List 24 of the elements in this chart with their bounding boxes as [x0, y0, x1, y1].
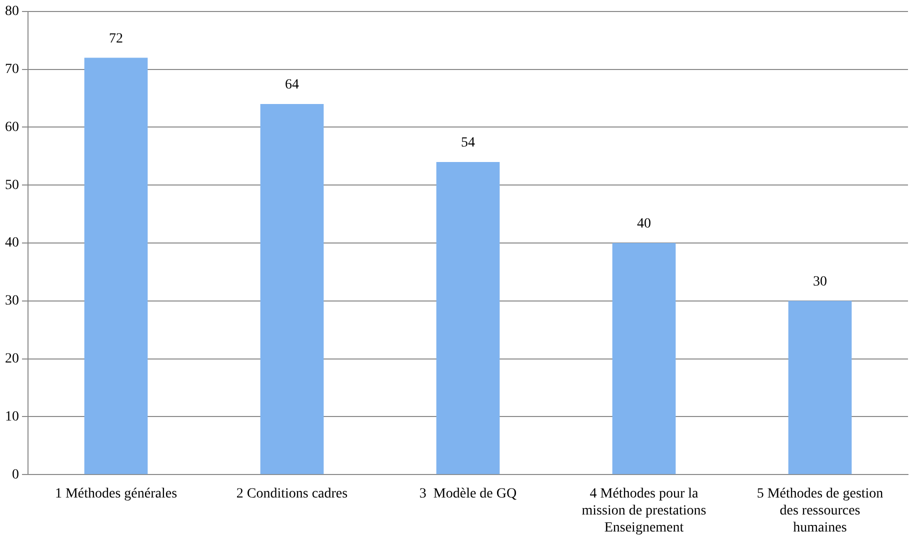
- x-tick-label: 5 Méthodes de gestion des ressources humaines: [756, 486, 884, 536]
- y-tick-label: 40: [5, 236, 19, 251]
- y-tick-label: 20: [5, 351, 19, 366]
- y-tick-label: 60: [5, 120, 19, 135]
- x-tick-label: 3 Modèle de GQ: [419, 486, 517, 502]
- y-tick-label: 0: [12, 467, 19, 482]
- bar: [260, 104, 324, 474]
- x-tick-label: 1 Méthodes générales: [54, 486, 178, 502]
- data-label: 40: [637, 216, 651, 232]
- y-tick-label: 80: [5, 4, 19, 20]
- y-tick-label: 50: [5, 178, 19, 193]
- bar: [788, 300, 852, 474]
- data-label: 64: [285, 78, 299, 93]
- bar: [612, 243, 676, 474]
- bar: [84, 58, 148, 474]
- data-label: 54: [461, 136, 475, 151]
- data-label: 72: [109, 31, 123, 46]
- x-tick-label: 2 Conditions cadres: [236, 486, 348, 502]
- data-label: 30: [813, 274, 827, 290]
- y-tick-label: 30: [5, 294, 19, 309]
- x-tick-label: 4 Méthodes pour la mission de prestations Enseignement: [582, 486, 706, 536]
- y-tick-label: 70: [5, 62, 19, 77]
- y-tick-label: 10: [5, 409, 19, 424]
- bar: [436, 162, 500, 474]
